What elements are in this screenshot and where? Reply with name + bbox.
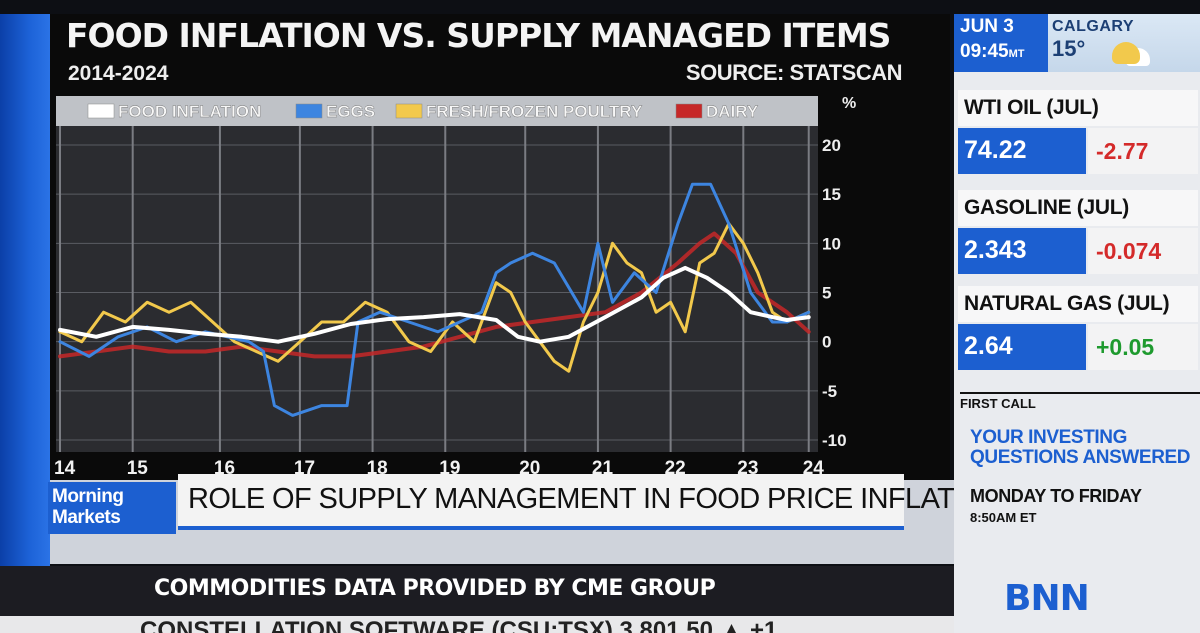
quote-price-natgas: 2.64 <box>958 324 1086 370</box>
commodities-credit-bar: COMMODITIES DATA PROVIDED BY CME GROUP <box>0 566 960 616</box>
plot-area <box>56 126 818 452</box>
legend-swatch <box>87 103 115 119</box>
legend-swatch <box>395 103 423 119</box>
chart-subtitle: 2014-2024 <box>68 62 169 85</box>
legend-swatch <box>295 103 323 119</box>
x-tick-label: 19 <box>439 458 460 479</box>
headline-banner: ROLE OF SUPPLY MANAGEMENT IN FOOD PRICE … <box>178 474 1005 530</box>
y-tick-label: 5 <box>822 284 831 303</box>
x-tick-label: 22 <box>665 458 686 479</box>
weather-temp: 15° <box>1052 36 1086 61</box>
quote-change-natgas: +0.05 <box>1088 324 1198 370</box>
clock-time: 09:45 <box>960 41 1009 62</box>
y-tick-label: 0 <box>822 333 831 352</box>
stock-ticker: CONSTELLATION SOFTWARE (CSU:TSX) 3,801.5… <box>0 616 960 633</box>
show-brand-logo: Morning Markets <box>48 482 176 534</box>
clock-box: JUN 3 09:45MT <box>954 14 1048 72</box>
quote-label-oil: WTI OIL (JUL) <box>958 90 1198 126</box>
clock-time-row: 09:45MT <box>960 38 1048 68</box>
promo-days: MONDAY TO FRIDAY <box>970 486 1142 506</box>
chart-panel: 20 15 10 5 0 -5 -10 14 15 16 17 18 19 20 21 22 23 24 FOO… <box>50 14 950 480</box>
quote-label-natgas: NATURAL GAS (JUL) <box>958 286 1198 322</box>
x-tick-label: 14 <box>54 458 76 479</box>
left-blue-edge <box>0 14 50 574</box>
x-tick-label: 23 <box>737 458 758 479</box>
legend-entry: EGGS <box>326 102 375 121</box>
promo-time: 8:50AM ET <box>970 510 1037 525</box>
legend-entry: DAIRY <box>706 102 759 121</box>
clock-date: JUN 3 <box>960 16 1014 37</box>
x-tick-label: 15 <box>127 458 149 479</box>
series-line-fresh-frozen-poultry <box>58 222 811 373</box>
weather-city: CALGARY <box>1052 18 1135 35</box>
y-tick-label: -5 <box>822 382 837 401</box>
line-chart: 20 15 10 5 0 -5 -10 14 15 16 17 18 19 20 21 22 23 24 FOO… <box>54 95 856 479</box>
y-tick-label: 10 <box>822 234 841 253</box>
bnn-logo: BNN <box>1004 578 1090 619</box>
legend-entry: FOOD INFLATION <box>118 102 261 121</box>
series-line-food-inflation <box>58 265 811 344</box>
y-tick-label: -10 <box>822 431 847 450</box>
partly-sunny-icon <box>1112 42 1140 64</box>
x-tick-label: 21 <box>592 458 614 479</box>
quote-price-oil: 74.22 <box>958 128 1086 174</box>
legend-entry: FRESH/FROZEN POULTRY <box>426 102 643 121</box>
y-tick-label: 15 <box>822 185 841 204</box>
chart-source: SOURCE: STATSCAN <box>685 60 903 85</box>
promo-show-label: FIRST CALL <box>960 396 1036 411</box>
legend-swatch <box>675 103 703 119</box>
x-tick-label: 24 <box>803 458 825 479</box>
y-unit-label: % <box>842 95 856 112</box>
promo-tagline: YOUR INVESTING QUESTIONS ANSWERED <box>970 427 1191 468</box>
x-tick-label: 18 <box>367 458 388 479</box>
x-tick-label: 20 <box>519 458 540 479</box>
x-tick-label: 17 <box>294 458 315 479</box>
clock-timezone: MT <box>1008 48 1025 60</box>
x-tick-label: 16 <box>214 458 235 479</box>
chart-title: FOOD INFLATION VS. SUPPLY MANAGED ITEMS <box>66 16 891 55</box>
promo-divider <box>960 392 1200 394</box>
quote-price-gasoline: 2.343 <box>958 228 1086 274</box>
quote-change-oil: -2.77 <box>1088 128 1198 174</box>
quote-label-gasoline: GASOLINE (JUL) <box>958 190 1198 226</box>
quote-change-gasoline: -0.074 <box>1088 228 1198 274</box>
y-tick-label: 20 <box>822 136 841 155</box>
